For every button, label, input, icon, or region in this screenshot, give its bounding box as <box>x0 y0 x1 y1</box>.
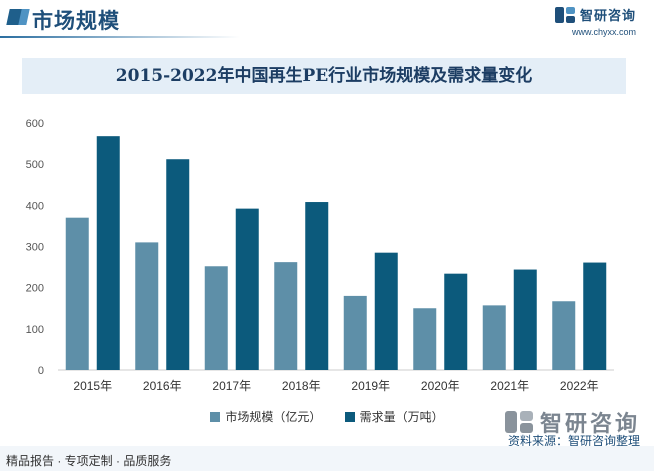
footer-bar: 精品报告 · 专项定制 · 品质服务 <box>0 446 654 471</box>
brand-name: 智研咨询 <box>579 8 636 23</box>
bar-series-1 <box>413 308 437 370</box>
footer-slogan: 精品报告 · 专项定制 · 品质服务 <box>6 454 172 468</box>
legend-swatch-series-1 <box>210 411 221 422</box>
bar-series-2 <box>166 159 190 370</box>
bar-series-2 <box>96 136 120 370</box>
bar-series-2 <box>444 273 468 370</box>
x-tick-label: 2021年 <box>490 379 529 393</box>
brand-url: www.chyxx.com <box>571 27 636 37</box>
bar-series-2 <box>513 269 537 370</box>
legend-label-series-2: 需求量（万吨） <box>359 410 444 424</box>
bar-series-1 <box>135 242 159 370</box>
footer-brand-name: 智研咨询 <box>539 411 640 436</box>
header: 市场规模 智研咨询 www.chyxx.com <box>0 0 654 48</box>
bar-series-1 <box>482 305 506 370</box>
legend-label-series-1: 市场规模（亿元） <box>225 410 322 424</box>
section-title: 市场规模 <box>32 10 120 33</box>
x-tick-label: 2022年 <box>560 379 599 393</box>
x-tick-label: 2018年 <box>282 379 321 393</box>
chart-area: 2015-2022年中国再生PE行业市场规模及需求量变化 0 100 200 300 4… <box>0 50 654 440</box>
x-tick-label: 2020年 <box>421 379 460 393</box>
brand-block: 智研咨询 www.chyxx.com <box>554 5 636 37</box>
y-tick-label: 200 <box>26 283 44 295</box>
chart-legend: 市场规模（亿元） 需求量（万吨） <box>0 408 654 425</box>
footer-brand: 智研咨询 <box>504 406 640 438</box>
x-tick-label: 2017年 <box>212 379 251 393</box>
source-text: 资料来源：智研咨询整理 <box>507 434 640 448</box>
y-tick-label: 400 <box>26 200 44 212</box>
bar-chart: 0 100 200 300 400 500 600 2015年 2016年 2017年 2018年 2… <box>26 118 614 393</box>
bar-series-1 <box>552 301 576 370</box>
chart-title: 2015-2022年中国再生PE行业市场规模及需求量变化 <box>115 66 533 86</box>
y-tick-label: 300 <box>26 242 44 254</box>
bar-series-2 <box>235 208 259 370</box>
chart-title-band: 2015-2022年中国再生PE行业市场规模及需求量变化 <box>22 58 626 94</box>
x-tick-label: 2016年 <box>143 379 182 393</box>
legend-swatch-series-2 <box>344 411 355 422</box>
bar-series-1 <box>274 262 298 370</box>
footer-brand-logo-icon <box>504 411 533 433</box>
brand-logo-icon <box>554 6 575 23</box>
y-tick-label: 600 <box>26 118 44 130</box>
y-tick-label: 100 <box>26 324 44 336</box>
x-tick-label: 2015年 <box>73 379 112 393</box>
bar-series-1 <box>65 217 89 370</box>
bar-series-1 <box>204 266 228 370</box>
bar-series-1 <box>343 295 367 370</box>
header-underline <box>0 36 240 38</box>
legend-item-series-2: 需求量（万吨） <box>344 408 444 425</box>
bar-series-2 <box>583 262 607 370</box>
x-tick-label: 2019年 <box>351 379 390 393</box>
y-tick-label: 500 <box>26 159 44 171</box>
legend-item-series-1: 市场规模（亿元） <box>210 408 321 425</box>
y-tick-label: 0 <box>38 365 44 377</box>
bar-series-2 <box>374 252 398 370</box>
bar-series-2 <box>305 202 329 370</box>
title-marker-accent-icon <box>18 9 30 25</box>
